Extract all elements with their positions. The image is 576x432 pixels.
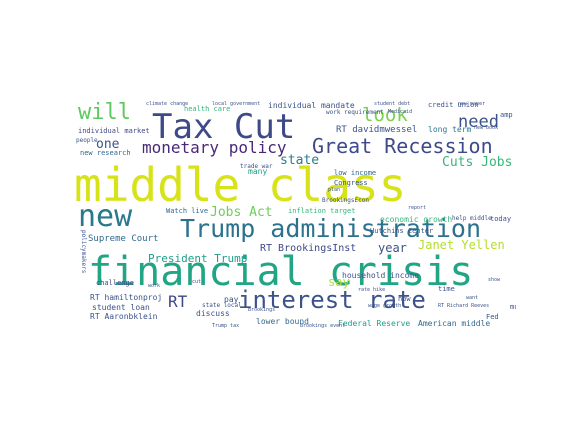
word-local-government: local government: [212, 101, 261, 107]
word-will: will: [78, 100, 131, 125]
word-trump-tax: Trump tax: [212, 323, 240, 329]
word-much: much: [510, 303, 516, 311]
word-economic-growth: economic growth: [380, 215, 453, 224]
word-people: people: [76, 137, 98, 144]
word-student-loan: student loan: [92, 303, 150, 312]
word-watch-live: Watch live: [166, 207, 209, 215]
word-many: many: [248, 167, 268, 176]
word-new-research: new research: [80, 149, 131, 157]
word-rt-brookingsinst: RT BrookingsInst: [260, 243, 357, 254]
word-state-local: state local: [202, 302, 242, 309]
word-rt-aaronbklein: RT Aaronbklein: [90, 312, 158, 321]
word-pay: pay: [224, 295, 239, 304]
word-long-term: long term: [428, 125, 472, 134]
word-new-paper: new paper: [458, 101, 486, 107]
word-fed: Fed: [486, 313, 499, 321]
word-new: new: [78, 199, 133, 234]
word-climate-change: climate change: [146, 101, 189, 107]
word-one: one: [96, 137, 120, 152]
word-credit-union: credit union: [428, 101, 479, 109]
word-federal-reserve: Federal Reserve: [338, 319, 411, 328]
word-today: today: [490, 215, 512, 223]
word-household-income: household income: [342, 271, 420, 280]
word-work-requirement: work requirement: [326, 109, 384, 116]
word-individual-market: individual market: [78, 127, 150, 135]
word-rate-hike: rate hike: [358, 287, 386, 293]
word-monetary-policy: monetary policy: [142, 138, 287, 157]
word-say: say: [328, 275, 350, 289]
word-want: want: [466, 295, 479, 301]
word-medicaid: Medicaid: [388, 109, 413, 115]
word-wage-growth: wage growth: [368, 303, 402, 309]
word-help-middle: help middle: [452, 215, 492, 222]
word-policymakers: policymakers: [80, 230, 87, 274]
word-hutchins-center: Hutchins Center: [370, 227, 434, 235]
word-work: work: [148, 283, 161, 289]
word-interest-rate: interest rate: [238, 286, 426, 314]
word-individual-mandate: individual mandate: [268, 101, 355, 110]
word-supreme-court: Supreme Court: [88, 234, 159, 244]
word-cuts-jobs: Cuts Jobs: [442, 155, 513, 170]
word-student-debt: student debt: [374, 101, 411, 107]
word-challenge: challenge: [96, 279, 134, 287]
word-trade-war: trade war: [240, 163, 273, 170]
word-brookingsecon: BrookingsEcon: [322, 197, 369, 204]
word-financial-crisis: financial crisis: [88, 249, 474, 295]
word-american-middle: American middle: [418, 319, 491, 328]
word-jobs-act: Jobs Act: [210, 205, 273, 220]
word-cloud: middle class financial crisis Tax Cut Tr…: [72, 98, 516, 332]
word-rt-davidmwessel: RT davidmwessel: [336, 125, 418, 135]
word-rt: RT: [168, 292, 188, 311]
word-health-care: health care: [184, 105, 231, 113]
word-amp: amp: [500, 111, 513, 119]
word-plan: plan: [328, 187, 341, 193]
word-inflation-target: inflation target: [288, 207, 356, 215]
word-congress: Congress: [334, 179, 368, 187]
word-need: need: [458, 112, 499, 132]
word-great-recession: Great Recession: [312, 134, 493, 158]
word-cut: cut: [192, 279, 202, 285]
word-discuss: discuss: [196, 309, 230, 318]
word-show: show: [488, 277, 501, 283]
word-trump-administration: Trump administration: [180, 214, 482, 243]
word-time: time: [438, 285, 455, 293]
word-low-income: low income: [334, 169, 377, 177]
word-tax-cut: Tax Cut: [152, 107, 296, 147]
word-lower-bound: lower bound: [256, 317, 309, 326]
word-brookings-event: Brookings event: [300, 323, 346, 329]
word-president-trump: President Trump: [148, 252, 248, 265]
word-report: report: [408, 205, 427, 211]
word-new-book: new book: [474, 125, 499, 131]
word-look: look: [362, 104, 408, 126]
word-rt-hamiltonproj: RT hamiltonproj: [90, 293, 163, 302]
word-now: now: [398, 295, 411, 303]
word-state: state: [280, 153, 320, 168]
word-rt-richard-reeves: RT Richard Reeves: [438, 303, 490, 309]
word-year: year: [378, 241, 407, 255]
word-brookings: Brookings: [248, 307, 276, 313]
word-middle-class: middle class: [74, 158, 407, 212]
word-janet-yellen: Janet Yellen: [418, 238, 505, 252]
